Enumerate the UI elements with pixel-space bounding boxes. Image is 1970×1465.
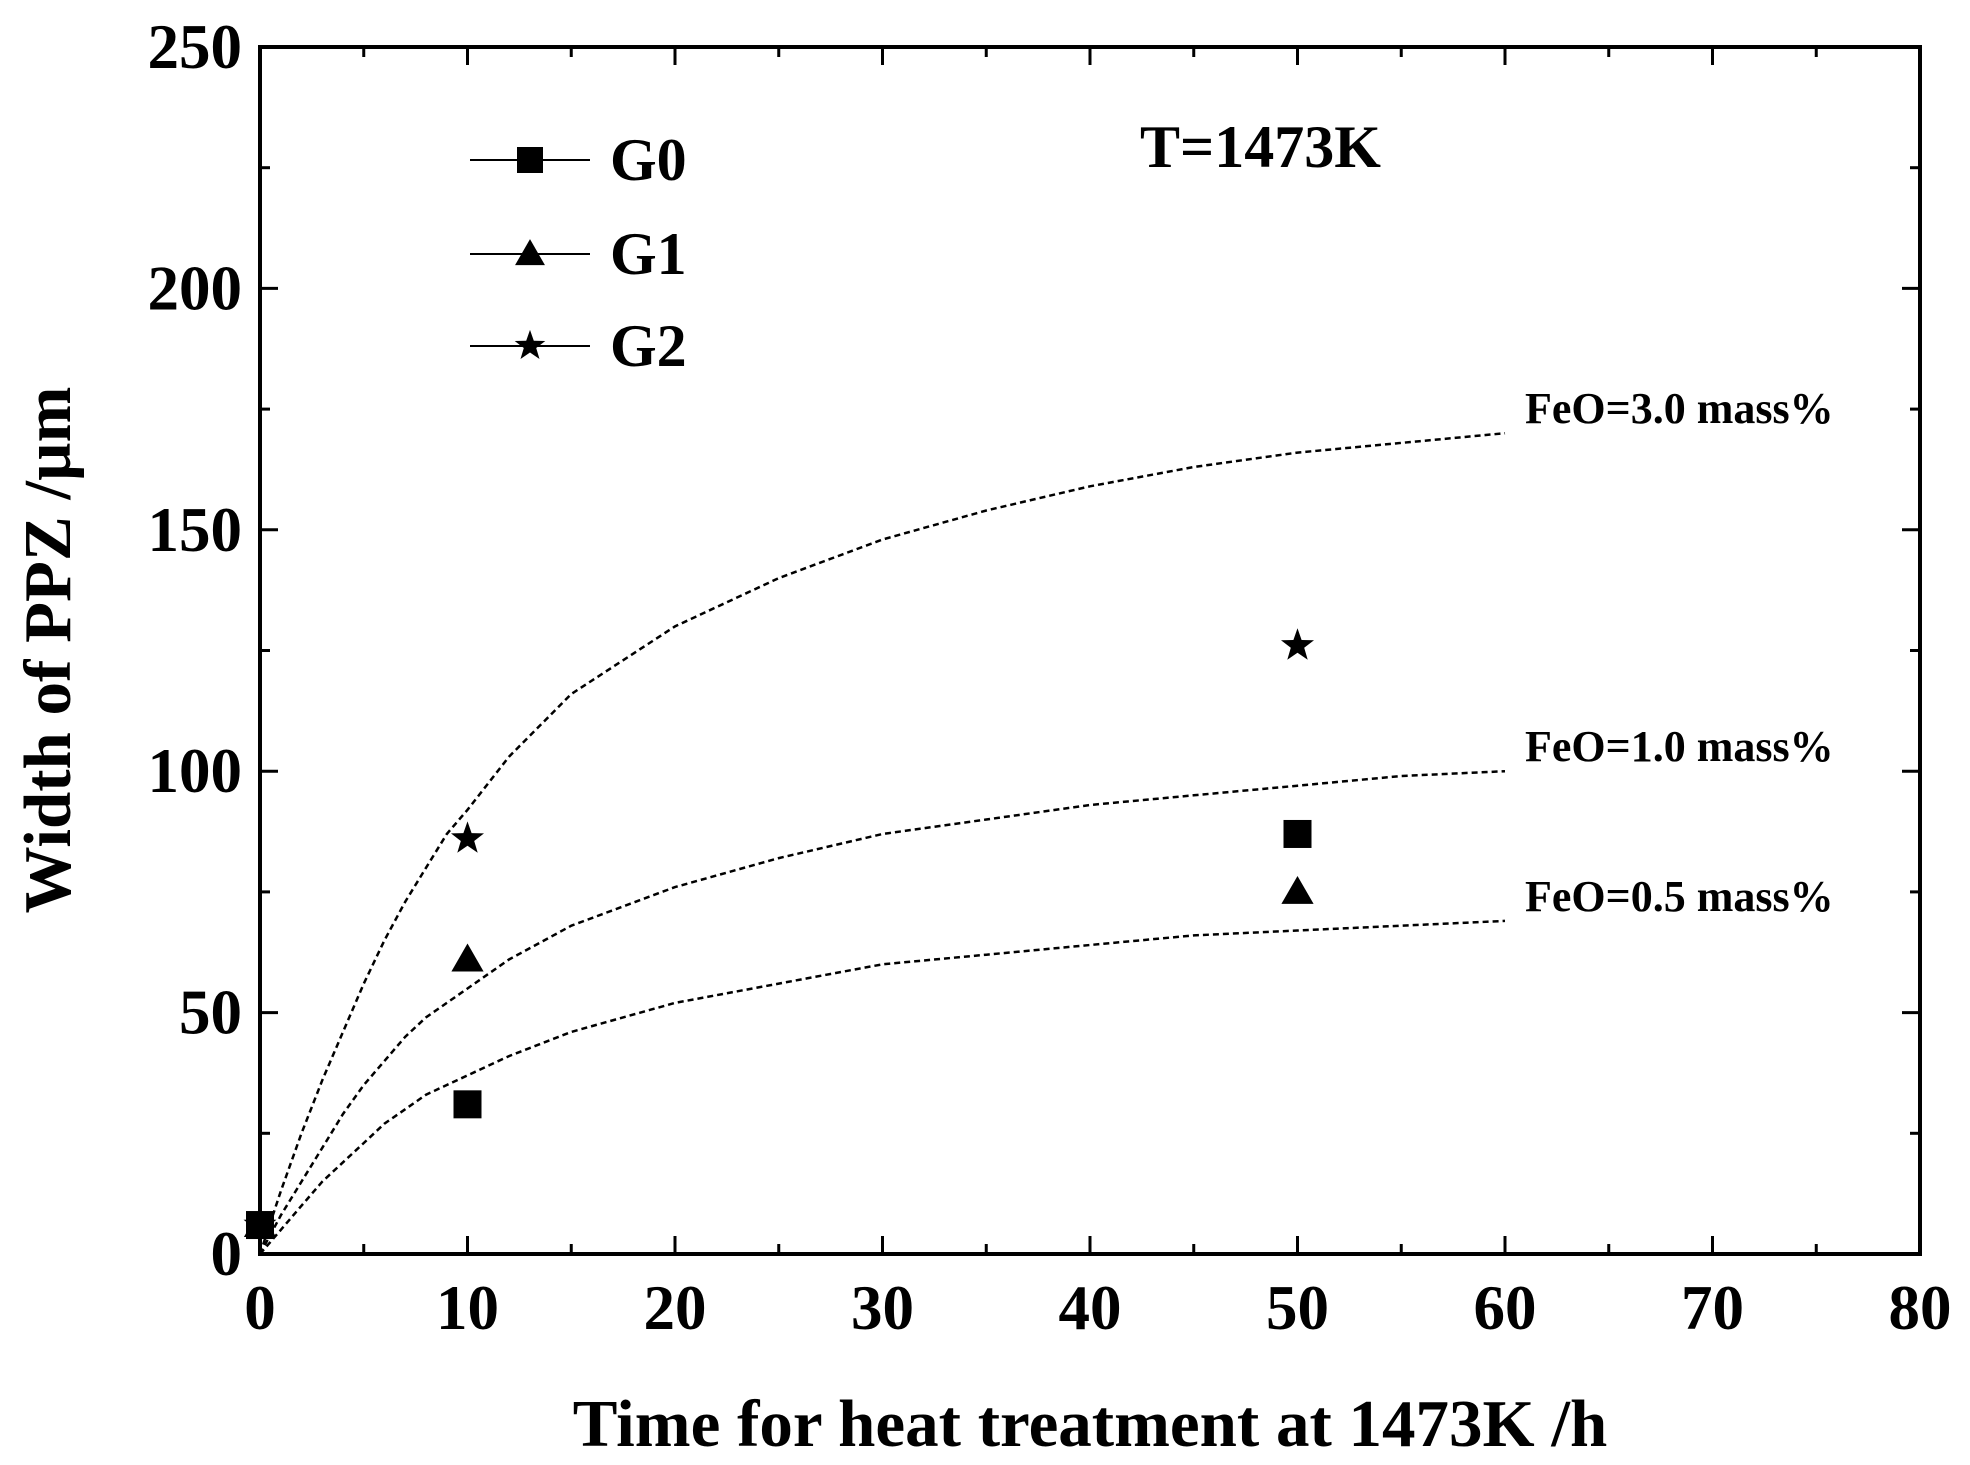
y-tick-label: 100: [148, 736, 243, 806]
model-curve-2: [259, 919, 1506, 1255]
legend-marker-g1: [515, 239, 545, 266]
data-point-g0: [453, 1090, 482, 1119]
legend-marker-g0: [517, 147, 543, 173]
x-tick-label: 50: [1266, 1273, 1329, 1343]
x-axis-title: Time for heat treatment at 1473K /h: [573, 1387, 1608, 1461]
axis-tick-labels: 0 10 20 30 40 50 60 70 80 0 50 100 150 200 250: [148, 12, 1952, 1343]
y-tick-label: 50: [179, 978, 242, 1048]
x-tick-label: 60: [1474, 1273, 1537, 1343]
data-point-g0: [1283, 819, 1312, 848]
y-tick-label: 150: [148, 495, 243, 565]
data-points: [243, 628, 1314, 1240]
legend-marker-g2: [514, 329, 546, 359]
x-tick-label: 30: [851, 1273, 914, 1343]
model-curve-0: [258, 431, 1506, 1255]
data-point-g1: [451, 943, 484, 972]
x-tick-label: 80: [1889, 1273, 1952, 1343]
model-curve-label-1: FeO=1.0 mass%: [1525, 722, 1834, 771]
model-curve-label-0: FeO=3.0 mass%: [1525, 384, 1834, 433]
data-point-g2: [1281, 628, 1314, 660]
data-point-g2: [451, 821, 484, 853]
y-tick-label: 0: [211, 1219, 243, 1289]
x-tick-label: 70: [1681, 1273, 1744, 1343]
x-tick-label: 40: [1059, 1273, 1122, 1343]
y-tick-label: 250: [148, 12, 243, 82]
model-curve-1: [258, 769, 1506, 1255]
x-tick-label: 20: [644, 1273, 707, 1343]
data-point-g1: [1281, 875, 1314, 904]
model-curve-label-2: FeO=0.5 mass%: [1525, 872, 1834, 921]
legend-label-g2: G2: [610, 313, 687, 379]
axis-ticks: [258, 45, 1922, 1256]
x-tick-label: 0: [244, 1273, 276, 1343]
legend: G0 G1 G2: [470, 127, 687, 379]
y-axis-title: Width of PPZ /µm: [11, 387, 85, 914]
model-curve-labels: FeO=3.0 mass% FeO=1.0 mass% FeO=0.5 mass%: [1525, 384, 1834, 921]
data-point-g2: [243, 1207, 277, 1240]
annotation-temperature: T=1473K: [1140, 114, 1381, 180]
plot-frame: [258, 45, 1922, 1256]
x-tick-label: 10: [436, 1273, 499, 1343]
y-tick-label: 200: [148, 253, 243, 323]
legend-label-g0: G0: [610, 127, 687, 193]
model-curves: [258, 431, 1506, 1255]
legend-label-g1: G1: [610, 221, 687, 287]
